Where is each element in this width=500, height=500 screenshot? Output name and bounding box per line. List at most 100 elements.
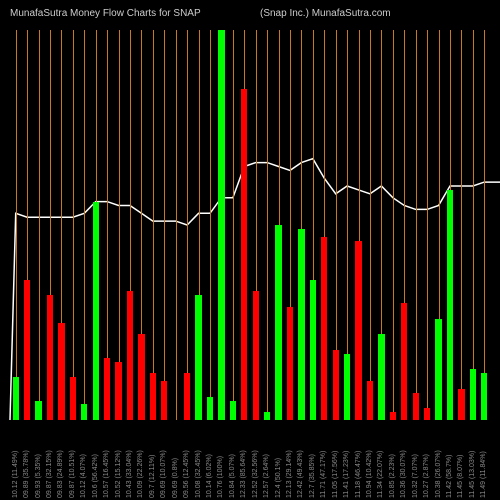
x-axis-label: 12.52 (32.56%) [252, 422, 259, 498]
money-flow-bar [424, 408, 430, 420]
money-flow-bar [447, 190, 453, 420]
x-axis-label: 10.27 (2.87%) [423, 422, 430, 498]
gridline [16, 30, 17, 420]
x-axis-label: 10.57 (16.45%) [103, 422, 110, 498]
x-axis-label: 11.18 (46.47%) [355, 422, 362, 498]
x-axis-label: 11.45 (8.07%) [457, 422, 464, 498]
gridline [427, 30, 428, 420]
x-axis-label: 11.42 (58.7%) [446, 422, 453, 498]
x-axis-label: 12.13 (29.14%) [286, 422, 293, 498]
money-flow-bar [104, 358, 110, 420]
x-axis-label: 09.93 (5.35%) [35, 422, 42, 498]
gridline [461, 30, 462, 420]
money-flow-bar [138, 334, 144, 420]
money-flow-bar [150, 373, 156, 420]
money-flow-bar [93, 202, 99, 420]
x-axis-label: 11.34 (22.07%) [377, 422, 384, 498]
money-flow-bar [321, 237, 327, 420]
x-axis-label: 09.83 (24.89%) [57, 422, 64, 498]
money-flow-bar [390, 412, 396, 420]
money-flow-bar [287, 307, 293, 420]
money-flow-bar [333, 350, 339, 420]
x-axis-label: 10.36 (30.07%) [400, 422, 407, 498]
money-flow-bar [435, 319, 441, 420]
gridline [210, 30, 211, 420]
x-axis-label: 10.12 (4.07%) [80, 422, 87, 498]
x-axis-label: 12.57 (2.64%) [263, 422, 270, 498]
money-flow-bar [47, 295, 53, 420]
money-flow-bar [310, 280, 316, 420]
money-flow-bar [241, 89, 247, 421]
money-flow-bar [207, 397, 213, 420]
x-axis-label: 10.38 (26.07%) [435, 422, 442, 498]
money-flow-bar [127, 291, 133, 420]
gridline [84, 30, 85, 420]
gridline [233, 30, 234, 420]
money-flow-bar [378, 334, 384, 420]
money-flow-bar [275, 225, 281, 420]
gridline [393, 30, 394, 420]
money-flow-bar [298, 229, 304, 420]
x-axis-label: 10.76 (100%) [217, 422, 224, 498]
money-flow-bar [184, 373, 190, 420]
x-axis-label: 12.4 (50.1%) [275, 422, 282, 498]
money-flow-bar [344, 354, 350, 420]
x-axis-label: 10.6 (56.42%) [92, 422, 99, 498]
x-axis-label: 10.08 (32.45%) [195, 422, 202, 498]
x-axis-label: 10.84 (5.07%) [229, 422, 236, 498]
header-left: MunafaSutra Money Flow Charts for SNAP [10, 8, 201, 19]
x-axis-label: 09.7 (12.11%) [149, 422, 156, 498]
money-flow-bar [413, 393, 419, 420]
x-axis-label: 11.05 (17.56%) [332, 422, 339, 498]
money-flow-bar [195, 295, 201, 420]
money-flow-bar [253, 291, 259, 420]
x-axis-label: 09.69 (0.8%) [172, 422, 179, 498]
money-flow-bar [115, 362, 121, 421]
gridline [176, 30, 177, 420]
gridline [73, 30, 74, 420]
money-flow-bar [161, 381, 167, 420]
x-axis-label: 12.33 (85.64%) [240, 422, 247, 498]
x-axis-label: 12.7 (35.85%) [309, 422, 316, 498]
x-axis-label: 11.49 (11.84%) [480, 422, 487, 498]
money-flow-bar [481, 373, 487, 420]
money-flow-bar [264, 412, 270, 420]
x-axis-label: 11.45 (13.03%) [469, 422, 476, 498]
gridline [267, 30, 268, 420]
gridline [164, 30, 165, 420]
money-flow-chart: MunafaSutra Money Flow Charts for SNAP (… [0, 0, 500, 500]
money-flow-bar [70, 377, 76, 420]
x-axis-label: 09.89 (35.78%) [23, 422, 30, 498]
gridline [416, 30, 417, 420]
x-axis-label: 10.32 (7.07%) [412, 422, 419, 498]
gridline [473, 30, 474, 420]
money-flow-bar [355, 241, 361, 420]
money-flow-bar [13, 377, 19, 420]
money-flow-bar [81, 404, 87, 420]
plot-area [10, 30, 490, 420]
x-axis-label: 10.52 (15.12%) [115, 422, 122, 498]
x-axis-label: 11.71 (47.17%) [320, 422, 327, 498]
x-axis-label: 10.09 (22.26%) [137, 422, 144, 498]
x-axis-label: 09.69 (10.07%) [160, 422, 167, 498]
x-axis-label: 10.85 (2.23%) [389, 422, 396, 498]
chart-header: MunafaSutra Money Flow Charts for SNAP (… [0, 8, 500, 28]
gridline [153, 30, 154, 420]
money-flow-line [10, 30, 490, 420]
x-axis-label: 10.43 (33.04%) [126, 422, 133, 498]
money-flow-bar [218, 30, 224, 420]
money-flow-bar [401, 303, 407, 420]
x-axis-label: 10.12 (11.49%) [12, 422, 19, 498]
header-right: (Snap Inc.) MunafaSutra.com [260, 8, 391, 19]
x-axis-label: 10.94 (10.42%) [366, 422, 373, 498]
x-axis-label: 10.14 (6.02%) [206, 422, 213, 498]
gridline [39, 30, 40, 420]
money-flow-bar [58, 323, 64, 421]
x-axis-label: 09.87 (10.51%) [69, 422, 76, 498]
gridline [484, 30, 485, 420]
gridline [187, 30, 188, 420]
gridline [370, 30, 371, 420]
money-flow-bar [230, 401, 236, 421]
x-axis-label: 11.41 (17.23%) [343, 422, 350, 498]
money-flow-bar [24, 280, 30, 420]
